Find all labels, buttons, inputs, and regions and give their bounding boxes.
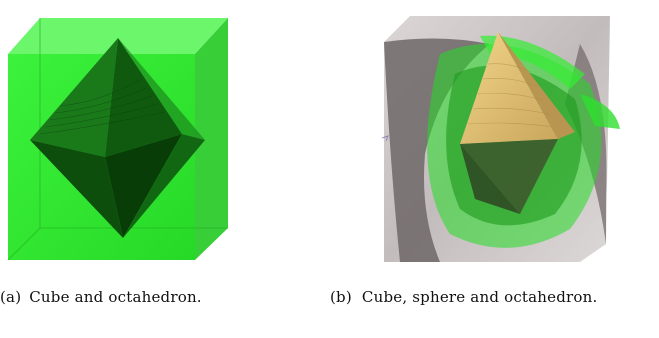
cube-top-face [8, 18, 228, 54]
caption-label: (a) [0, 288, 22, 306]
caption-a: (a) Cube and octahedron. [0, 285, 300, 309]
cube-octahedron-render [7, 18, 228, 261]
caption-text: Cube and octahedron. [29, 288, 202, 306]
subfigure-a: (a) Cube and octahedron. [0, 18, 300, 309]
cube-right-face [195, 18, 228, 260]
caption-b: (b) Cube, sphere and octahedron. [330, 285, 635, 309]
subfigure-b: (b) Cube, sphere and octahedron. [330, 0, 659, 338]
octahedron [30, 38, 205, 238]
octahedron [460, 32, 575, 214]
cube-sphere-octahedron-render [381, 16, 620, 262]
caption-label: (b) [330, 288, 352, 306]
cube-cut-surface [384, 38, 490, 262]
caption-text: Cube, sphere and octahedron. [361, 288, 598, 306]
